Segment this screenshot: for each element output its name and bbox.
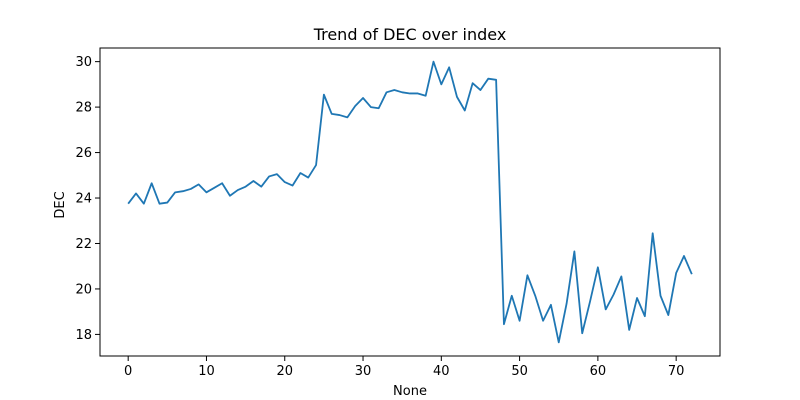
x-tick-label: 70 (668, 364, 685, 379)
series-line (127, 60, 693, 344)
y-tick-label: 30 (75, 55, 92, 70)
x-tick-label: 10 (198, 364, 215, 379)
y-tick-label: 18 (75, 328, 92, 343)
y-tick-label: 22 (75, 237, 92, 252)
plot-area (99, 47, 721, 357)
x-axis-label: None (393, 384, 427, 399)
x-axis: 0 10 20 30 40 50 60 70 (124, 356, 684, 379)
x-tick-label: 60 (590, 364, 607, 379)
x-tick-label: 50 (511, 364, 528, 379)
x-tick-label: 0 (124, 364, 132, 379)
x-tick-label: 30 (355, 364, 372, 379)
y-axis: 18 20 22 24 26 28 30 (75, 55, 100, 343)
y-tick-label: 26 (75, 146, 92, 161)
y-tick-label: 20 (75, 282, 92, 297)
y-tick-label: 24 (75, 192, 92, 207)
chart-title: Trend of DEC over index (313, 25, 507, 44)
x-tick-label: 40 (433, 364, 450, 379)
y-axis-label: DEC (53, 191, 68, 218)
x-tick-label: 20 (276, 364, 293, 379)
plot-frame (99, 47, 721, 357)
y-tick-label: 28 (75, 101, 92, 116)
